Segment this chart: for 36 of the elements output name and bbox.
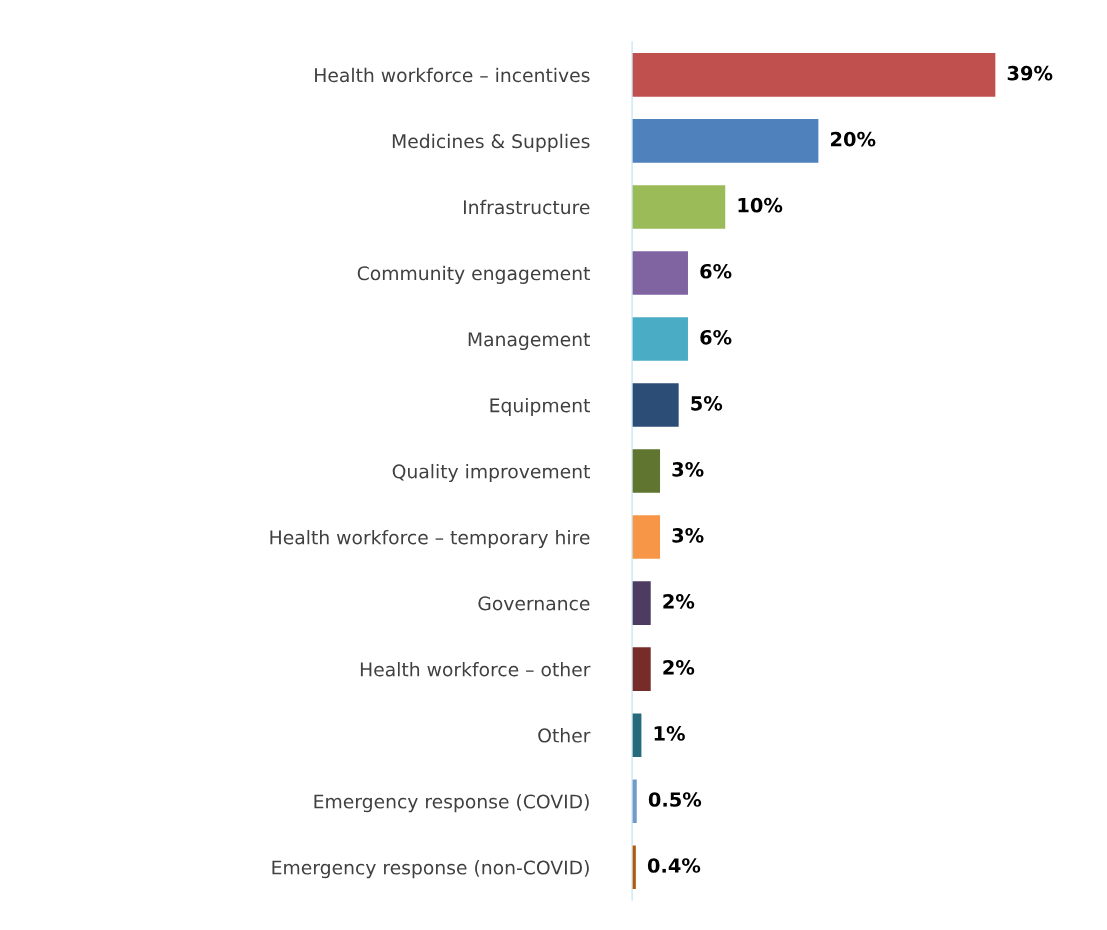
- data-label: 0.4%: [647, 858, 701, 873]
- y-tick-label: Management: [468, 332, 590, 351]
- bar: [632, 647, 651, 691]
- data-label: 1%: [654, 726, 685, 741]
- y-tick-label: Infrastructure: [463, 199, 590, 215]
- data-label: 2%: [663, 594, 695, 609]
- data-label: 3%: [672, 528, 704, 543]
- data-label: 0.5%: [648, 792, 702, 807]
- y-tick-label: Medicines & Supplies: [392, 133, 590, 152]
- bar: [632, 383, 679, 427]
- y-tick-label: Other: [538, 728, 591, 743]
- data-label: 3%: [672, 461, 704, 477]
- bar: [632, 581, 651, 625]
- data-label: 5%: [691, 395, 723, 411]
- data-label: 20%: [831, 131, 876, 147]
- y-tick-label: Emergency response (COVID): [314, 794, 589, 813]
- y-tick-label: Community engagement: [357, 265, 590, 284]
- y-tick-label: Quality improvement: [392, 463, 590, 483]
- y-tick-label: Equipment: [490, 397, 590, 417]
- bar: [632, 449, 661, 493]
- y-tick-label: Health workforce – temporary hire: [270, 529, 590, 549]
- bar: [632, 119, 819, 163]
- data-label: 2%: [663, 660, 695, 675]
- y-tick-label: Health workforce – other: [360, 662, 591, 677]
- bar: [632, 317, 688, 361]
- data-label: 6%: [700, 263, 732, 279]
- y-tick-label: Health workforce – incentives: [315, 67, 590, 83]
- bar: [632, 185, 726, 229]
- data-label: 10%: [738, 197, 783, 213]
- bar: [632, 53, 996, 97]
- bar: [632, 515, 661, 559]
- y-tick-label: Governance: [478, 596, 590, 611]
- bar: [632, 251, 688, 295]
- data-label: 6%: [700, 329, 732, 345]
- y-tick-label: Emergency response (non-COVID): [272, 860, 589, 879]
- data-label: 39%: [1007, 65, 1053, 81]
